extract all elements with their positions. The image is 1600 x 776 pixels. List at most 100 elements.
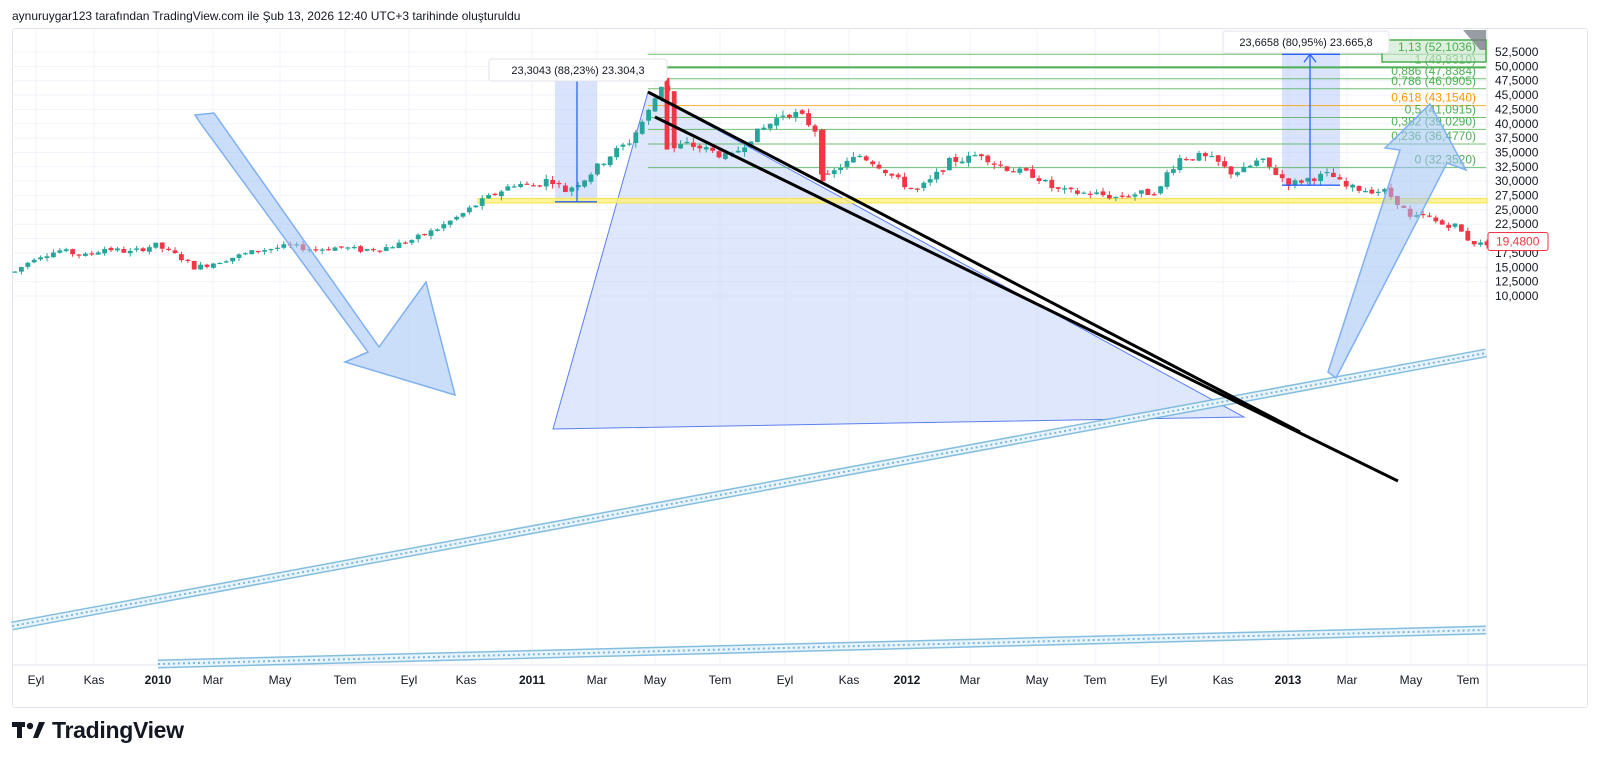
candle-body [134, 248, 139, 250]
candle-body [575, 185, 581, 188]
time-axis-label: Kas [456, 673, 477, 687]
price-axis-label: 15,0000 [1495, 260, 1539, 274]
candle-body [211, 263, 216, 268]
candle-body [441, 224, 447, 229]
candle-body [703, 147, 709, 150]
candle-body [108, 247, 114, 251]
candle-body [409, 240, 415, 243]
time-axis-label: 2013 [1275, 673, 1302, 687]
candle-body [671, 91, 677, 149]
candle-body [31, 259, 37, 263]
candle-body [927, 179, 933, 183]
candle-body [601, 163, 607, 165]
candle-body [1273, 167, 1279, 175]
candle-body [953, 157, 959, 162]
candle-body [454, 216, 459, 220]
candle-body [1049, 179, 1055, 189]
candle-body [204, 264, 210, 267]
candle-body [908, 187, 914, 190]
candle-body [774, 118, 779, 126]
candle-body [531, 185, 536, 187]
candle-body [364, 249, 370, 251]
candle-body [1446, 224, 1451, 228]
candle-body [1209, 155, 1215, 158]
last-price-label: 19,4800 [1496, 235, 1540, 249]
arrow-annotation-down [193, 112, 457, 397]
candle-body [63, 249, 69, 252]
time-axis-label: Mar [587, 673, 608, 687]
candle-body [505, 186, 511, 191]
ascending-channel-lower-dots [157, 629, 1487, 665]
time-axis-label: May [644, 673, 667, 687]
chart-frame[interactable] [12, 28, 1588, 708]
candle-body [1382, 189, 1387, 192]
measure-box-2 [1282, 54, 1340, 186]
descending-trendline-1 [647, 90, 1301, 434]
candle-body [998, 164, 1003, 166]
candle-body [89, 253, 95, 255]
support-zone [477, 197, 1488, 204]
candle-body [716, 151, 722, 158]
price-axis-label: 40,0000 [1495, 117, 1539, 131]
candle-body [1427, 215, 1432, 217]
candle-body [799, 110, 805, 114]
candle-body [1081, 192, 1087, 194]
candle-body [479, 198, 485, 206]
candle-body [351, 246, 357, 249]
candle-body [1369, 189, 1375, 194]
candle-body [556, 182, 562, 185]
candle-body [883, 169, 888, 174]
ascending-channel-upper-inner [11, 350, 1487, 629]
candle-body [1113, 196, 1119, 199]
candle-body [537, 185, 543, 187]
candle-body [499, 191, 504, 197]
candle-body [620, 144, 626, 147]
candle-body [524, 183, 530, 185]
candle-body [582, 180, 587, 187]
candle-body [1324, 172, 1330, 174]
candle-body [275, 247, 280, 249]
candle-body [428, 230, 434, 236]
candle-body [820, 129, 826, 182]
price-axis-label: 42,5000 [1495, 102, 1539, 116]
candle-body [1254, 160, 1259, 166]
triangle-pattern [552, 91, 1246, 430]
candle-body [735, 150, 741, 153]
candle-body [1036, 178, 1042, 182]
candle-body [1247, 165, 1253, 168]
candle-body [1478, 242, 1483, 245]
candle-body [1292, 180, 1298, 185]
candle-body [447, 220, 453, 225]
measure-label-text: 23,3043 (88,23%) 23.304,3 [511, 65, 644, 77]
candle-body [1241, 166, 1247, 173]
candle-body [1267, 157, 1272, 167]
candle-body [102, 248, 107, 254]
price-axis-label: 35,0000 [1495, 145, 1539, 159]
candle-body [1094, 192, 1099, 195]
time-axis-label: Mar [203, 673, 224, 687]
time-axis-label: May [1400, 673, 1423, 687]
candle-body [857, 155, 863, 158]
candle-body [1299, 180, 1304, 183]
measure-label-box [1222, 30, 1390, 54]
candle-body [646, 109, 651, 121]
candle-body [697, 145, 703, 149]
candle-body [172, 250, 178, 254]
candle-body [1164, 172, 1170, 187]
candle-body [185, 259, 191, 261]
measure-label: 23,3043 (88,23%) 23.304,3 [488, 58, 668, 82]
price-axis-label: 37,5000 [1495, 131, 1539, 145]
candle-body [70, 249, 75, 255]
measure-arrow-2 [1282, 53, 1340, 186]
candle-body [1196, 152, 1202, 161]
price-axis-label: 12,5000 [1495, 275, 1539, 289]
price-axis-label: 22,5000 [1495, 217, 1539, 231]
candle-body [1145, 188, 1151, 196]
candle-body [1484, 241, 1490, 246]
tradingview-logo[interactable]: TradingView [12, 716, 184, 744]
candle-body [153, 242, 159, 248]
candle-body [844, 160, 850, 167]
candle-body [377, 250, 383, 252]
candle-body [1087, 193, 1093, 195]
